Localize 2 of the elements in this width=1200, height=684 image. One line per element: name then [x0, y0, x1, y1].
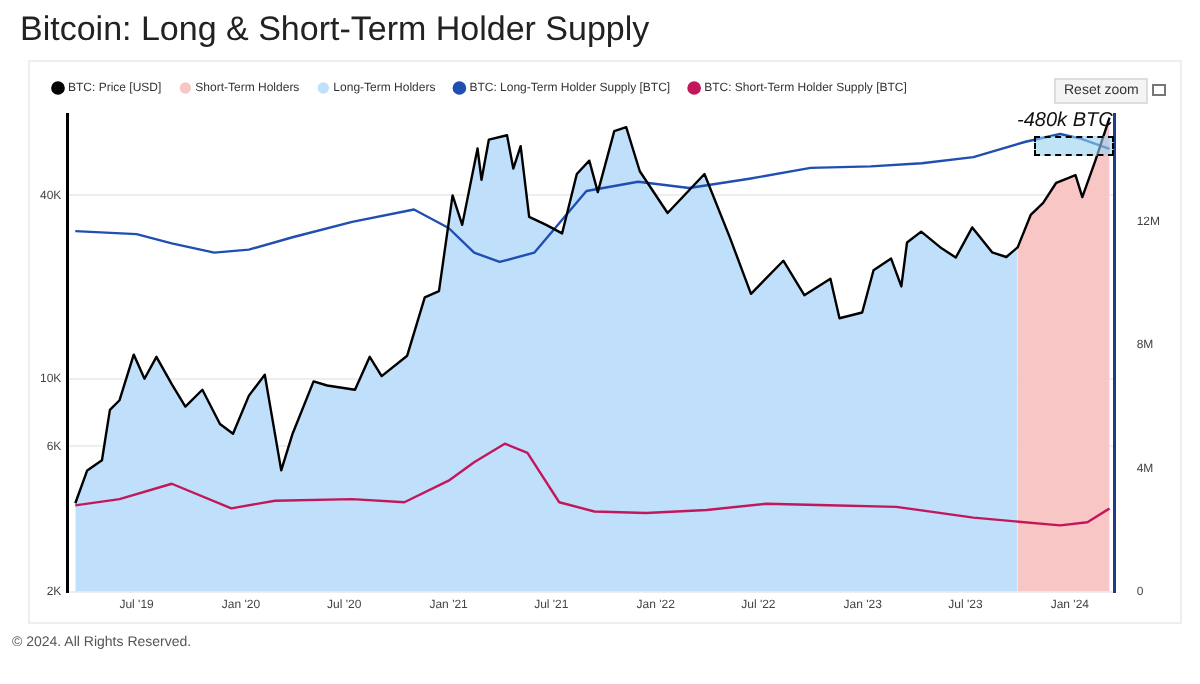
chart-title: Bitcoin: Long & Short-Term Holder Supply	[20, 10, 650, 50]
annotation: -480k BTC	[1017, 109, 1115, 132]
